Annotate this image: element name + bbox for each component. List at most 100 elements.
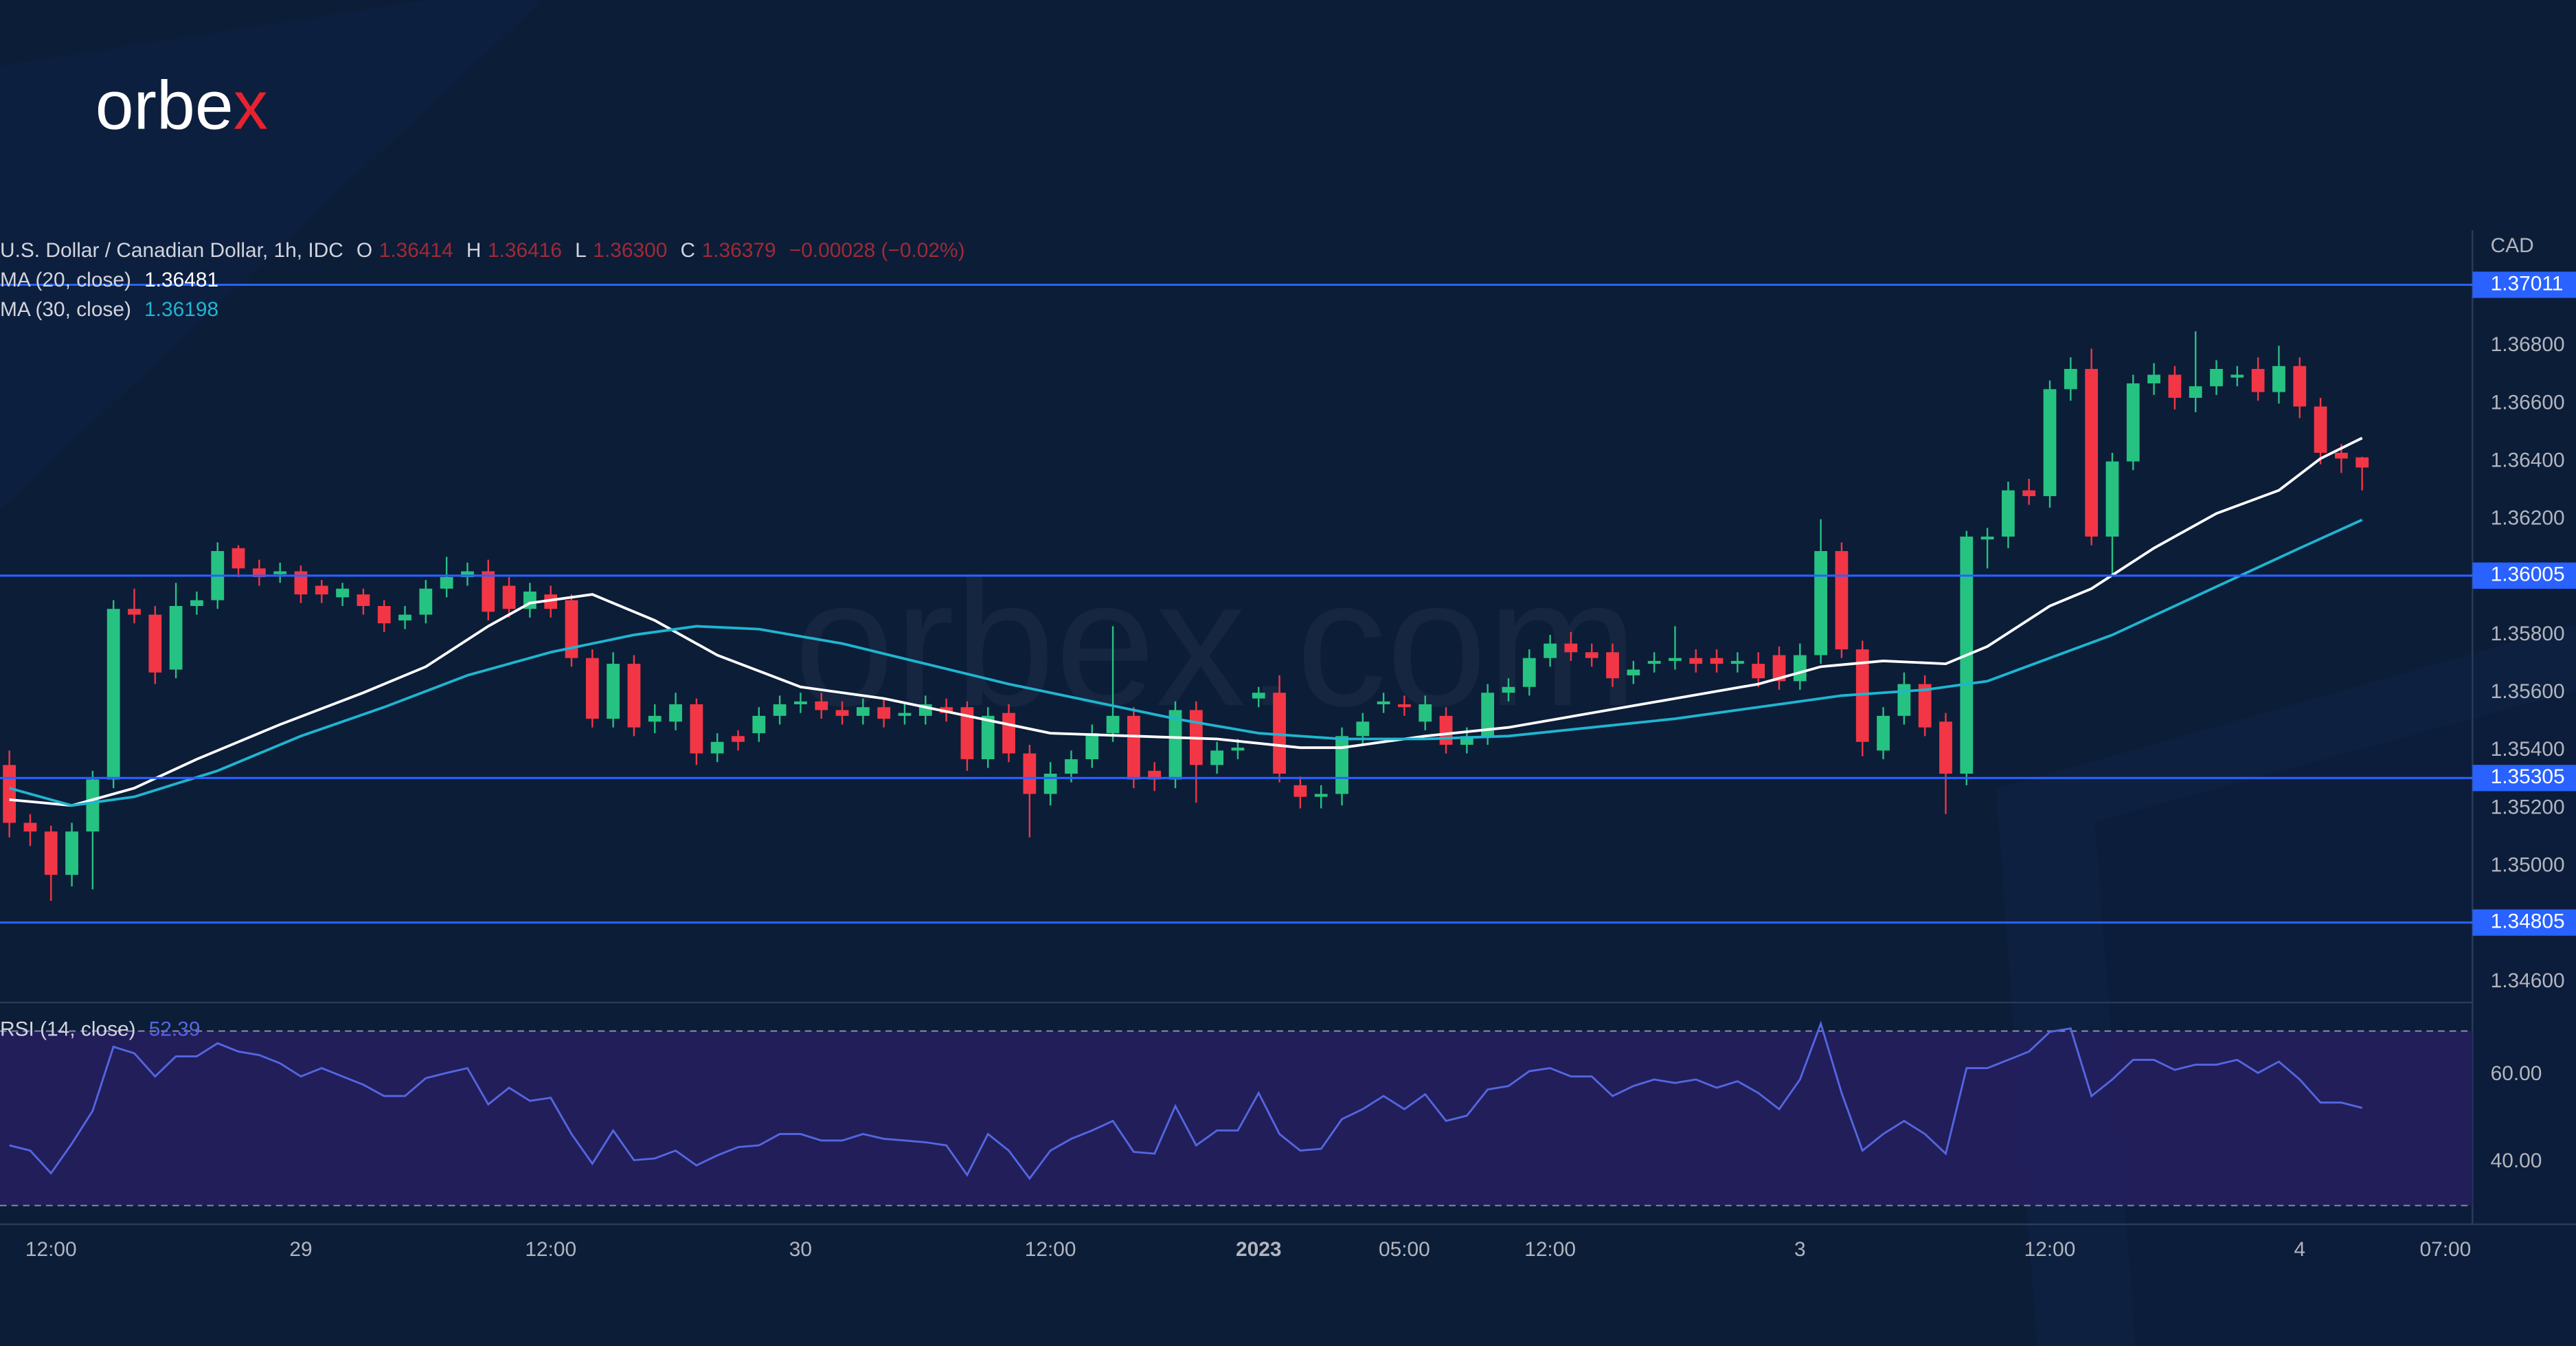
candle-body (815, 701, 828, 710)
candle-body (1314, 794, 1328, 797)
candle-body (1231, 748, 1245, 751)
candle-body (2147, 374, 2160, 383)
candle-body (1439, 715, 1453, 745)
level-tag (2472, 765, 2576, 792)
candle-body (106, 609, 120, 780)
candle-body (86, 779, 100, 832)
candle-body (2334, 452, 2348, 459)
ohlc-value: 1.36414 (379, 239, 453, 262)
candle-body (1106, 715, 1120, 734)
candle-body (315, 585, 328, 595)
x-tick-label: 12:00 (1524, 1238, 1576, 1261)
candle-body (1419, 704, 1432, 722)
legend-title: U.S. Dollar / Canadian Dollar, 1h, IDC (0, 239, 343, 262)
level-tag (2472, 271, 2576, 298)
candle-body (1335, 736, 1348, 794)
level-label: 1.34805 (2491, 910, 2565, 933)
candle-body (482, 571, 495, 612)
legend-value: 52.39 (149, 1018, 201, 1041)
rsi-band (0, 1031, 2473, 1206)
candle-body (856, 707, 870, 716)
y-tick-label: 1.35000 (2491, 854, 2565, 877)
candle-body (2168, 374, 2182, 399)
y-tick-label: 1.34600 (2491, 969, 2565, 992)
candle-body (1585, 652, 1598, 658)
candle-body (2105, 461, 2119, 537)
candle-body (148, 614, 162, 673)
legend-value: 1.36481 (144, 269, 218, 291)
candle-body (273, 571, 287, 574)
candle-body (752, 715, 766, 734)
candle-body (1855, 649, 1869, 742)
candle-body (2126, 383, 2140, 462)
candle-body (940, 707, 953, 713)
legend-name: MA (20, close) (0, 269, 131, 291)
candle-body (1897, 684, 1911, 716)
legend-value: 1.36198 (144, 298, 218, 321)
level-label: 1.37011 (2491, 272, 2564, 295)
y-tick-label: 1.36400 (2491, 449, 2565, 471)
candle-body (1647, 660, 1661, 664)
legend-name: MA (30, close) (0, 298, 131, 321)
logo: orbex (95, 67, 268, 144)
candle-body (2022, 490, 2036, 497)
candle-body (2355, 457, 2369, 468)
candle-body (1002, 713, 1015, 754)
axis-unit: CAD (2491, 234, 2534, 257)
x-tick-label: 4 (2294, 1238, 2305, 1261)
candle-body (2064, 368, 2077, 390)
y-tick-label: 1.35600 (2491, 680, 2565, 703)
candle-body (1273, 693, 1286, 774)
level-tag (2472, 909, 2576, 936)
candle-body (2189, 386, 2202, 399)
candle-body (1481, 693, 1495, 737)
ohlc-label: C (680, 239, 695, 262)
y-tick-label: 1.35800 (2491, 622, 2565, 645)
candle-body (1023, 753, 1037, 794)
candle-body (1835, 551, 1849, 650)
candle-body (44, 831, 58, 875)
candle-body (1356, 721, 1370, 737)
ma-line (9, 518, 2363, 807)
candle-body (440, 576, 453, 589)
candle-body (1522, 658, 1536, 687)
level-label: 1.35305 (2491, 765, 2565, 788)
candle-body (1065, 759, 1078, 774)
candle-body (1210, 750, 1224, 765)
y-tick-label: 40.00 (2491, 1149, 2542, 1172)
logo-accent: x (234, 67, 268, 144)
price-change: −0.00028 (−0.02%) (789, 239, 965, 262)
candle-body (190, 600, 203, 606)
candle-body (648, 715, 662, 722)
candle-body (2085, 368, 2099, 537)
x-tick-label: 29 (289, 1238, 312, 1261)
y-tick-label: 1.35200 (2491, 796, 2565, 818)
candle-body (2043, 389, 2057, 497)
y-tick-label: 1.36200 (2491, 507, 2565, 530)
candle-body (1689, 658, 1703, 664)
candle-body (690, 704, 703, 754)
candle-body (710, 741, 724, 754)
candle-body (398, 614, 411, 621)
x-tick-label: 12:00 (25, 1238, 77, 1261)
candle-body (1544, 643, 1557, 658)
candle-body (1293, 785, 1307, 797)
x-tick-label: 3 (1794, 1238, 1806, 1261)
candle-body (835, 710, 849, 716)
y-tick-label: 1.35400 (2491, 738, 2565, 761)
candle-body (294, 571, 308, 595)
candle-body (2230, 374, 2244, 378)
ohlc-value: 1.36416 (488, 239, 562, 262)
candle-body (1564, 643, 1578, 653)
candle-body (585, 658, 599, 719)
decor (0, 0, 543, 510)
candle-body (128, 609, 141, 615)
candle-body (1814, 551, 1828, 655)
candle-body (65, 831, 78, 875)
ohlc-value: 1.36300 (593, 239, 667, 262)
ohlc-value: 1.36379 (702, 239, 776, 262)
candle-body (773, 704, 787, 716)
candle-body (1669, 658, 1682, 661)
ohlc-label: L (575, 239, 587, 262)
